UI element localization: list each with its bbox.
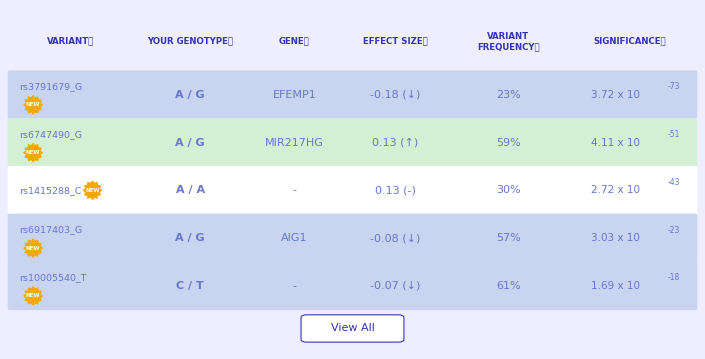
Text: 59%: 59% bbox=[496, 137, 520, 148]
Polygon shape bbox=[82, 180, 102, 200]
FancyBboxPatch shape bbox=[8, 118, 697, 167]
Text: rs10005540_T: rs10005540_T bbox=[19, 273, 87, 282]
Text: rs1415288_C: rs1415288_C bbox=[19, 186, 81, 195]
Text: -0.07 (↓): -0.07 (↓) bbox=[370, 281, 420, 291]
Polygon shape bbox=[23, 286, 43, 306]
Text: -43: -43 bbox=[668, 178, 680, 187]
Text: -73: -73 bbox=[668, 82, 680, 92]
Text: 0.13 (↑): 0.13 (↑) bbox=[372, 137, 418, 148]
Text: NEW: NEW bbox=[85, 188, 99, 193]
Polygon shape bbox=[23, 95, 43, 115]
Text: -23: -23 bbox=[668, 225, 680, 235]
Text: -0.18 (↓): -0.18 (↓) bbox=[370, 90, 420, 100]
Text: EFFECT SIZEⓘ: EFFECT SIZEⓘ bbox=[363, 37, 428, 46]
Text: -: - bbox=[293, 185, 296, 195]
Text: NEW: NEW bbox=[26, 246, 40, 251]
Text: -51: -51 bbox=[668, 130, 680, 139]
Text: rs6917403_G: rs6917403_G bbox=[19, 225, 82, 234]
Text: GENEⓘ: GENEⓘ bbox=[279, 37, 309, 46]
Text: VARIANTⓘ: VARIANTⓘ bbox=[47, 37, 94, 46]
FancyBboxPatch shape bbox=[8, 214, 697, 262]
Text: A / G: A / G bbox=[176, 137, 205, 148]
Polygon shape bbox=[23, 143, 43, 163]
Text: 1.69 x 10: 1.69 x 10 bbox=[591, 281, 640, 291]
Text: 3.72 x 10: 3.72 x 10 bbox=[591, 90, 640, 100]
Polygon shape bbox=[23, 238, 43, 258]
FancyBboxPatch shape bbox=[301, 315, 404, 342]
Text: 0.13 (-): 0.13 (-) bbox=[375, 185, 416, 195]
FancyBboxPatch shape bbox=[8, 261, 697, 310]
Text: C / T: C / T bbox=[176, 281, 204, 291]
Text: SIGNIFICANCEⓘ: SIGNIFICANCEⓘ bbox=[593, 37, 666, 46]
Text: 57%: 57% bbox=[496, 233, 520, 243]
Text: YOUR GENOTYPEⓘ: YOUR GENOTYPEⓘ bbox=[147, 37, 233, 46]
Text: 30%: 30% bbox=[496, 185, 520, 195]
Text: 2.72 x 10: 2.72 x 10 bbox=[591, 185, 640, 195]
Text: NEW: NEW bbox=[26, 102, 40, 107]
Text: A / A: A / A bbox=[176, 185, 204, 195]
Text: EFEMP1: EFEMP1 bbox=[273, 90, 317, 100]
Text: -18: -18 bbox=[668, 273, 680, 283]
Text: MIR217HG: MIR217HG bbox=[265, 137, 324, 148]
Text: rs3791679_G: rs3791679_G bbox=[19, 82, 82, 91]
Text: 4.11 x 10: 4.11 x 10 bbox=[591, 137, 640, 148]
FancyBboxPatch shape bbox=[8, 166, 697, 215]
Text: A / G: A / G bbox=[176, 233, 205, 243]
Text: 23%: 23% bbox=[496, 90, 520, 100]
Text: NEW: NEW bbox=[26, 150, 40, 155]
Text: 3.03 x 10: 3.03 x 10 bbox=[591, 233, 640, 243]
Text: rs6747490_G: rs6747490_G bbox=[19, 130, 82, 139]
FancyBboxPatch shape bbox=[8, 70, 697, 119]
Text: NEW: NEW bbox=[26, 293, 40, 298]
Text: -: - bbox=[293, 281, 296, 291]
Text: View All: View All bbox=[331, 323, 374, 334]
Text: AIG1: AIG1 bbox=[281, 233, 307, 243]
Text: -0.08 (↓): -0.08 (↓) bbox=[370, 233, 420, 243]
Text: A / G: A / G bbox=[176, 90, 205, 100]
Text: 61%: 61% bbox=[496, 281, 520, 291]
Text: VARIANT
FREQUENCYⓘ: VARIANT FREQUENCYⓘ bbox=[477, 32, 539, 51]
